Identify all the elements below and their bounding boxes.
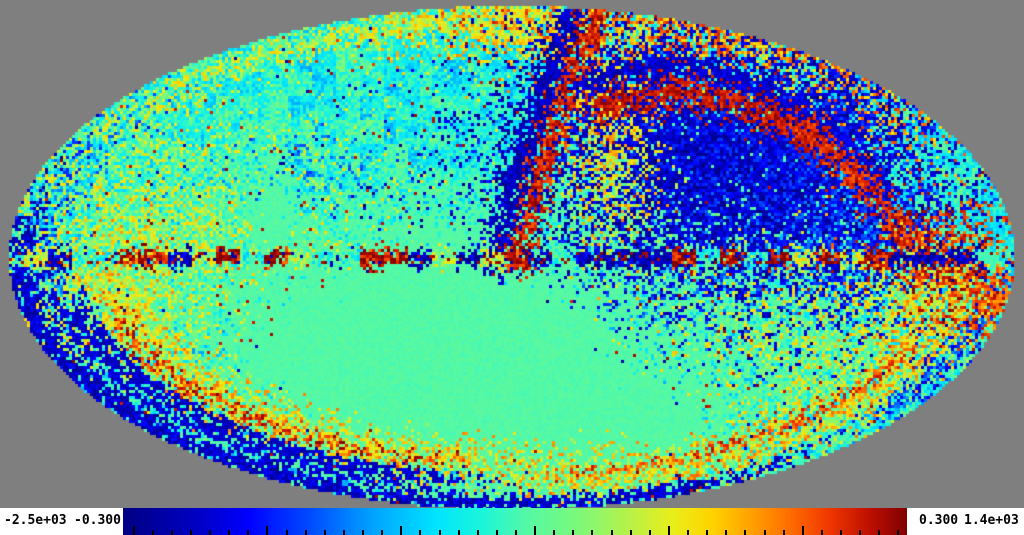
- colorbar-tick: [438, 530, 441, 535]
- colorbar-tick: [706, 530, 709, 535]
- colorbar-tick: [725, 530, 728, 535]
- colorbar-tick: [285, 530, 288, 535]
- colorbar-label-pos-inner: 0.300: [919, 513, 959, 528]
- colorbar-tick: [667, 526, 670, 535]
- colorbar-tick: [553, 530, 556, 535]
- colorbar-tick: [400, 526, 403, 535]
- colorbar-tick: [170, 530, 173, 535]
- colorbar-tick: [247, 530, 250, 535]
- colorbar-tick: [209, 530, 212, 535]
- colorbar-tick: [304, 530, 307, 535]
- colorbar-tick: [820, 530, 823, 535]
- colorbar-tick: [801, 526, 804, 535]
- colorbar-tick: [457, 530, 460, 535]
- colorbar-tick: [782, 530, 785, 535]
- colorbar-label-min: -2.5e+03: [4, 513, 67, 528]
- colorbar-label-neg-inner: -0.300: [74, 513, 121, 528]
- colorbar-tick: [266, 526, 269, 535]
- colorbar-tick: [610, 530, 613, 535]
- colorbar-tick: [342, 530, 345, 535]
- colorbar-tick: [362, 530, 365, 535]
- colorbar-tick: [534, 526, 537, 535]
- colorbar-tick: [897, 530, 900, 535]
- colorbar-tick: [495, 530, 498, 535]
- colorbar-tick: [878, 530, 881, 535]
- colorbar-tick: [189, 530, 192, 535]
- colorbar-tick: [419, 530, 422, 535]
- colorbar-tick: [648, 530, 651, 535]
- colorbar-tick: [476, 530, 479, 535]
- colorbar-tick: [228, 530, 231, 535]
- colorbar-label-max: 1.4e+03: [964, 513, 1019, 528]
- colorbar-tick: [323, 530, 326, 535]
- colorbar-gradient: [123, 508, 907, 535]
- colorbar-tick: [859, 530, 862, 535]
- colorbar-tick: [151, 530, 154, 535]
- colorbar-tick: [840, 530, 843, 535]
- colorbar-tick: [763, 530, 766, 535]
- colorbar-tick: [629, 530, 632, 535]
- colorbar-tick: [515, 530, 517, 535]
- colorbar-tick: [132, 526, 135, 535]
- colorbar-tick: [572, 530, 575, 535]
- colorbar-tick: [591, 530, 594, 535]
- colorbar-tick: [381, 530, 384, 535]
- colorbar-tick: [744, 530, 747, 535]
- colorbar-tick: [687, 530, 690, 535]
- bottom-bar: -2.5e+03 -0.300 0.300 1.4e+03: [0, 508, 1024, 535]
